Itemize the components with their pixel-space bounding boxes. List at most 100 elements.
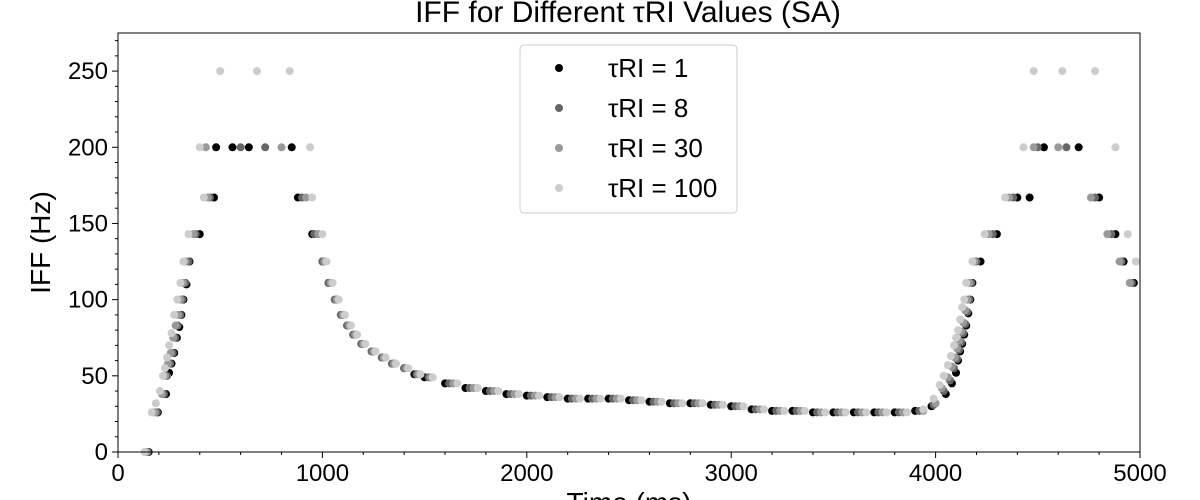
data-point <box>1039 143 1048 152</box>
data-point <box>952 333 961 342</box>
legend-box <box>519 44 738 214</box>
data-point <box>228 143 237 152</box>
x-axis: 0 1000 2000 3000 4000 5000 <box>111 452 1167 487</box>
x-tick-label: 2000 <box>500 460 553 487</box>
data-point <box>473 384 482 393</box>
data-point <box>340 310 349 319</box>
data-point <box>759 405 768 414</box>
legend-label: τRI = 30 <box>608 133 703 163</box>
x-tick-label: 4000 <box>909 460 962 487</box>
data-point <box>1001 193 1010 202</box>
data-point <box>353 330 362 339</box>
data-point <box>151 399 160 408</box>
data-point <box>935 380 944 389</box>
y-axis-title: IFF (Hz) <box>25 191 56 294</box>
legend: τRI = 1 τRI = 8 τRI = 30 τRI = 100 <box>519 44 738 214</box>
data-point <box>949 341 958 350</box>
data-point <box>1103 230 1112 239</box>
data-point <box>147 408 156 417</box>
data-point <box>739 402 748 411</box>
data-point <box>929 394 938 403</box>
data-point <box>391 359 400 368</box>
data-point <box>946 352 955 361</box>
data-point <box>1115 257 1124 266</box>
data-point <box>176 278 185 287</box>
data-point <box>236 143 245 152</box>
data-point <box>155 387 164 396</box>
chart-title: IFF for Different τRI Values (SA) <box>415 0 841 29</box>
data-point <box>637 396 646 405</box>
data-point <box>1111 143 1120 152</box>
data-point <box>943 361 952 370</box>
data-point <box>216 67 225 76</box>
data-point <box>334 295 343 304</box>
data-point <box>575 394 584 403</box>
plot-frame <box>117 32 1141 453</box>
data-point <box>244 143 253 152</box>
legend-label: τRI = 100 <box>608 173 717 203</box>
data-point <box>306 143 315 152</box>
data-point <box>277 143 286 152</box>
data-point <box>416 370 425 379</box>
data-point <box>308 193 317 202</box>
data-point <box>179 257 188 266</box>
data-point <box>361 339 370 348</box>
data-point <box>287 143 296 152</box>
data-point <box>968 257 977 266</box>
data-point <box>1062 143 1071 152</box>
data-point <box>1131 257 1140 266</box>
data-point <box>371 347 380 356</box>
data-point <box>780 406 789 415</box>
data-point <box>322 257 331 266</box>
data-point <box>821 408 830 417</box>
data-point <box>163 353 172 362</box>
data-point <box>980 230 989 239</box>
data-point <box>170 310 179 319</box>
data-point <box>956 315 965 324</box>
data-point <box>171 321 180 330</box>
data-point <box>958 303 967 312</box>
data-point <box>404 364 413 373</box>
legend-marker <box>555 104 563 112</box>
y-tick-label: 200 <box>68 134 108 161</box>
data-point <box>1054 143 1063 152</box>
data-point <box>902 408 911 417</box>
y-tick-label: 100 <box>68 287 108 314</box>
series-4 <box>140 67 1140 456</box>
y-tick-label: 50 <box>81 363 108 390</box>
data-point <box>328 278 337 287</box>
data-point <box>1125 278 1134 287</box>
data-point <box>252 67 261 76</box>
data-point <box>841 408 850 417</box>
data-point <box>302 193 311 202</box>
data-point <box>201 143 210 152</box>
data-point <box>1029 143 1038 152</box>
data-point <box>1019 143 1028 152</box>
legend-marker <box>555 144 563 152</box>
data-point <box>939 371 948 380</box>
data-point <box>862 408 871 417</box>
data-point <box>199 193 208 202</box>
data-point <box>1091 67 1100 76</box>
data-point <box>161 364 170 373</box>
data-point <box>1074 143 1083 152</box>
data-point <box>428 373 437 382</box>
data-point <box>347 321 356 330</box>
data-point <box>698 399 707 408</box>
y-tick-label: 150 <box>68 210 108 237</box>
data-point <box>882 408 891 417</box>
data-point <box>1123 230 1132 239</box>
data-point <box>954 326 963 335</box>
legend-label: τRI = 1 <box>608 53 688 83</box>
data-point <box>1025 193 1034 202</box>
data-point <box>453 379 462 388</box>
y-tick-label: 0 <box>95 439 108 466</box>
data-point <box>381 353 390 362</box>
data-point <box>719 400 728 409</box>
data-point <box>167 329 176 338</box>
data-point <box>616 394 625 403</box>
x-tick-label: 1000 <box>296 460 349 487</box>
data-point <box>318 230 327 239</box>
data-point <box>212 143 221 152</box>
